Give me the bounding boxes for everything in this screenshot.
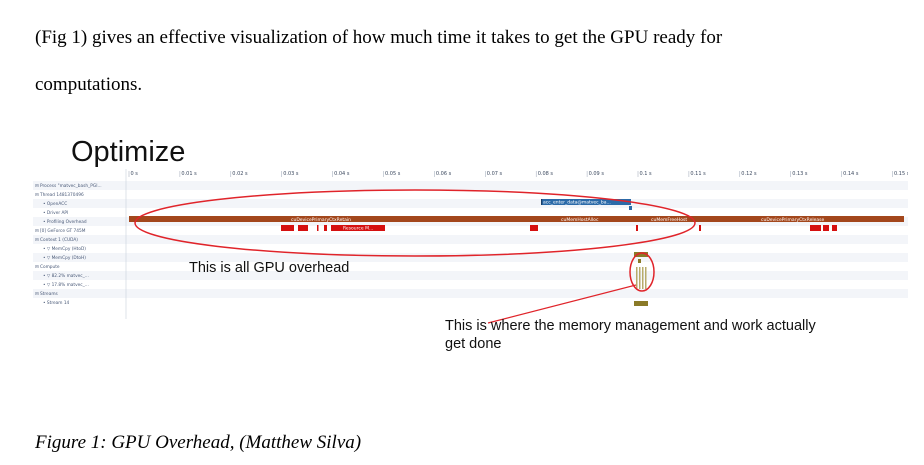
stream-14-bar: [634, 301, 648, 306]
time-tick-label: 0.03 s: [283, 171, 299, 177]
timeline-row: [33, 199, 908, 208]
profiling-bar: [832, 225, 837, 231]
timeline-row: [33, 253, 908, 262]
kernel-bar: [642, 267, 644, 289]
time-tick-label: 0.02 s: [232, 171, 248, 177]
time-tick-label: 0.15 s: [894, 171, 908, 177]
time-tick-label: 0.07 s: [487, 171, 503, 177]
time-tick-label: 0.1 s: [640, 171, 653, 177]
timeline-row-backgrounds: [33, 181, 908, 307]
time-tick-label: 0.01 s: [181, 171, 197, 177]
timeline-row-label: • OpenACC: [43, 201, 67, 207]
timeline-row: [33, 262, 908, 271]
time-tick-label: 0.04 s: [334, 171, 350, 177]
timeline-row-label: • Driver API: [43, 210, 68, 216]
openacc-small-bar: [629, 206, 632, 210]
timeline-row-label: ⊟ Streams: [35, 291, 59, 297]
body-paragraph-line-2: computations.: [35, 74, 143, 95]
profiling-bar: [324, 225, 327, 231]
profiling-bar-label: Resource M...: [343, 226, 373, 232]
kernel-bar: [639, 267, 641, 289]
timeline-row-label: ⊟ Context 1 (CUDA): [35, 237, 78, 243]
profiling-resource-bar: [331, 225, 385, 231]
kernel-bar: [645, 267, 647, 289]
timeline-row-label: • Stream 14: [43, 300, 70, 306]
kernel-bar: [636, 267, 638, 289]
openacc-bar-edge: [541, 199, 543, 205]
timeline-row-label: ⊟ [0] GeForce GT 745M: [35, 228, 86, 234]
timeline-row: [33, 235, 908, 244]
gpu-overhead-ellipse: [134, 189, 696, 257]
timeline-row: [33, 181, 908, 190]
profiling-bar: [530, 225, 538, 231]
timeline-row: [33, 271, 908, 280]
timeline-row: [33, 208, 908, 217]
timeline-row-label: • ▽ MemCpy (DtoH): [43, 255, 86, 261]
timeline-row-label: ⊟ Process "matvec_bash_PGI...: [35, 183, 102, 189]
gpu-overhead-figure: Optimize 0 s 0.01 s 0.02 s 0.03 s 0.04 s 0.05…: [33, 135, 908, 355]
time-tick-label: 0.13 s: [792, 171, 808, 177]
driver-bar-label-retain: cuDevicePrimaryCtxRetain: [291, 217, 351, 223]
timeline-row-label: • ▽ 17.8% matvec_...: [43, 282, 89, 288]
memcpy-htod-bar: [634, 252, 648, 257]
driver-api-bar: [129, 216, 904, 222]
openacc-enter-data-bar: [541, 199, 631, 205]
time-tick-label: 0.09 s: [589, 171, 605, 177]
time-tick-label: 0.14 s: [843, 171, 859, 177]
timeline-row-label: • ▽ MemCpy (HtoD): [43, 246, 86, 252]
profiling-bar: [298, 225, 308, 231]
profiling-bar: [699, 225, 701, 231]
profiler-timeline: 0 s 0.01 s 0.02 s 0.03 s 0.04 s 0.05 s 0.06 s 0…: [33, 169, 908, 319]
timeline-row: [33, 244, 908, 253]
time-tick-label: 0.05 s: [385, 171, 401, 177]
profiling-bar: [810, 225, 821, 231]
timeline-row-label: • ▽ 82.2% matvec_...: [43, 273, 89, 279]
driver-bar-label-release: cuDevicePrimaryCtxRelease: [761, 217, 824, 223]
figure-caption: Figure 1: GPU Overhead, (Matthew Silva): [35, 432, 362, 453]
timeline-row: [33, 190, 908, 199]
timeline-row: [33, 280, 908, 289]
timeline-row-label: ⊟ Compute: [35, 264, 60, 270]
work-annotation: This is where the memory management and …: [445, 318, 816, 352]
timeline-row-label: ⊟ Thread 1481370496: [35, 192, 84, 198]
profiling-bar: [281, 225, 294, 231]
timeline-row: [33, 298, 908, 307]
timeline-row-label: • Profiling Overhead: [43, 219, 87, 225]
time-tick-label: 0.11 s: [690, 171, 706, 177]
memcpy-dtoh-bar: [638, 259, 641, 263]
time-axis: 0 s 0.01 s 0.02 s 0.03 s 0.04 s 0.05 s 0.06 s 0…: [128, 171, 908, 177]
body-paragraph-line-1: (Fig 1) gives an effective visualization…: [35, 27, 723, 48]
figure-title: Optimize: [71, 136, 186, 168]
time-tick-label: 0.06 s: [436, 171, 452, 177]
gpu-work-ellipse: [629, 252, 655, 292]
time-tick-label: 0.08 s: [538, 171, 554, 177]
time-tick-label: 0 s: [131, 171, 139, 177]
driver-bar-label-alloc: cuMemHostAlloc: [561, 217, 599, 223]
profiling-bar: [636, 225, 638, 231]
profiling-bar: [823, 225, 829, 231]
timeline-row-labels: ⊟ Process "matvec_bash_PGI... ⊟ Thread 14…: [35, 183, 102, 306]
time-tick-label: 0.12 s: [741, 171, 757, 177]
openacc-bar-label: acc_enter_data@matvec_ba...: [543, 200, 611, 206]
timeline-row: [33, 289, 908, 298]
profiling-bar: [317, 225, 319, 231]
overhead-annotation: This is all GPU overhead: [189, 260, 350, 276]
timeline-row: [33, 226, 908, 235]
driver-bar-label-free: cuMemFreeHost: [651, 217, 687, 223]
